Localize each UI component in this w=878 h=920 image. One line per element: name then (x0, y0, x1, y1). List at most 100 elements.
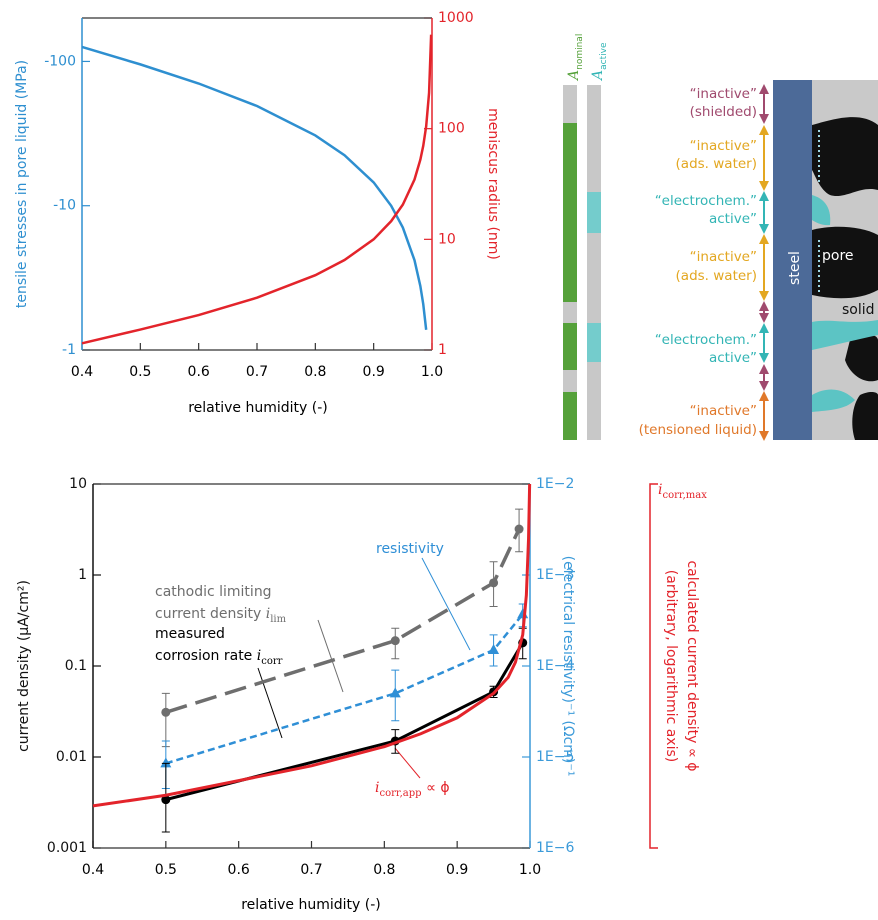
series-line (165, 642, 525, 802)
annotation-part: corr (261, 656, 282, 667)
x-axis-title: relative humidity (-) (241, 897, 381, 913)
x-tick-label: 1.0 (519, 862, 541, 878)
x-tick-label: 1.0 (421, 364, 443, 380)
zone-label: “electrochem.” (655, 193, 757, 209)
annotation-part: resistivity (376, 541, 444, 557)
nominal-segment (563, 323, 577, 370)
marker (161, 795, 171, 805)
label-sub: nominal (575, 34, 585, 70)
y2-tick-label: 100 (438, 121, 465, 137)
annotation: cathodic limiting (155, 584, 272, 600)
y-tick-label: 0.1 (65, 658, 87, 674)
bracket (649, 483, 658, 849)
leader-line (257, 667, 283, 739)
x-tick-label: 0.7 (246, 364, 268, 380)
zone-label: (shielded) (690, 104, 757, 120)
water (812, 320, 878, 350)
annotation: measured (155, 626, 225, 642)
series-line (165, 528, 521, 714)
x-tick-label: 0.9 (446, 862, 468, 878)
column-label: Aactive (590, 42, 609, 82)
y2-axis-title: meniscus radius (nm) (485, 108, 501, 260)
annotation-part: lim (270, 614, 286, 625)
series-line (81, 45, 428, 330)
steel-label: steel (787, 251, 803, 285)
nominal-segment (563, 392, 577, 440)
zone-label: “electrochem.” (655, 332, 757, 348)
label-main: A (590, 70, 606, 82)
y-axis-title: current density (µA/cm²) (16, 580, 32, 752)
zone-label: active” (709, 350, 757, 366)
marker (389, 687, 401, 698)
pore-blob (845, 334, 878, 382)
annotation: (arbitrary, logarithmic axis) (663, 570, 679, 762)
y2-tick-label: 1E−5 (536, 749, 574, 765)
nominal-segment (563, 123, 577, 302)
series-line (92, 483, 532, 808)
annotation: icorr,max (658, 482, 707, 501)
y2-tick-label: 1E−4 (536, 658, 574, 674)
y2-tick-label: 10 (438, 231, 456, 247)
y2-tick-label: 1 (438, 342, 447, 358)
x-tick-label: 0.5 (129, 364, 151, 380)
water (812, 389, 855, 412)
x-tick-label: 0.4 (82, 862, 104, 878)
active-bar (587, 85, 601, 440)
annotation-part: i (375, 780, 379, 796)
x-tick-label: 0.5 (155, 862, 177, 878)
series-line (81, 34, 433, 345)
active-segment (587, 192, 601, 233)
x-tick-label: 0.4 (71, 364, 93, 380)
marker (517, 608, 529, 619)
annotation-part: cathodic limiting (155, 584, 272, 600)
zone-label: “inactive” (690, 86, 757, 102)
y-axis-title: tensile stresses in pore liquid (MPa) (14, 60, 30, 308)
pore-blob (852, 391, 878, 440)
y-tick-label: -100 (44, 53, 76, 69)
marker (514, 524, 524, 534)
annotation-part: corrosion rate (155, 648, 257, 664)
x-tick-label: 0.8 (304, 364, 326, 380)
annotation: resistivity (376, 541, 444, 557)
label-main: A (566, 70, 582, 82)
zone-label: (ads. water) (676, 268, 757, 284)
y-tick-label: -1 (62, 342, 76, 358)
y2-axis-title: (electrical resistivity)⁻¹ (Ωcm)⁻¹ (560, 556, 576, 777)
x-tick-label: 0.6 (228, 862, 250, 878)
chart: 0.4 0.5 0.6 0.7 0.8 0.9 1.0 0.001 0.01 0.1 1 10 1E−6… (16, 476, 707, 913)
leader-line (394, 747, 421, 779)
zone-label: (ads. water) (676, 156, 757, 172)
solid-label: solid (842, 302, 875, 318)
y-tick-label: 10 (69, 476, 87, 492)
annotation: calculated current density ∝ ϕ (684, 560, 700, 771)
zone-label: active” (709, 211, 757, 227)
x-tick-label: 0.9 (363, 364, 385, 380)
label-sub: active (599, 42, 609, 70)
active-segment (587, 323, 601, 362)
column-label: Anominal (566, 34, 585, 82)
annotation-part: ∝ ϕ (422, 780, 450, 796)
annotation: current density ilim (155, 606, 287, 625)
annotation-part: measured (155, 626, 225, 642)
chart: 0.4 0.5 0.6 0.7 0.8 0.9 1.0 -1 -10 -100 1 10 100 1000… (14, 10, 501, 416)
water (812, 195, 831, 226)
pore-blob (812, 226, 878, 299)
y-tick-label: 1 (78, 567, 87, 583)
leaders (257, 483, 658, 849)
leader-line (421, 557, 471, 651)
pore-blob (812, 117, 878, 197)
annotation: corrosion rate icorr (155, 648, 283, 667)
annotation-part: corr,max (662, 490, 707, 501)
pore-label: pore (822, 248, 854, 264)
annotation-part: calculated current density ∝ ϕ (684, 560, 700, 771)
zone-label: “inactive” (690, 403, 757, 419)
x-tick-label: 0.6 (188, 364, 210, 380)
x-tick-label: 0.8 (373, 862, 395, 878)
y-tick-label: -10 (53, 198, 76, 214)
zone-label: “inactive” (690, 138, 757, 154)
y-tick-label: 0.001 (47, 840, 87, 856)
x-tick-label: 0.7 (300, 862, 322, 878)
marker (160, 757, 172, 768)
annotation-part: current density (155, 606, 266, 622)
